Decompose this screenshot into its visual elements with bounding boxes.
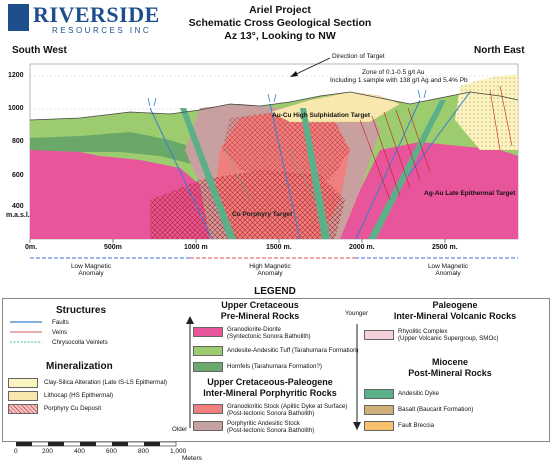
- zone-label-1: Zone of 0.1-0.5 g/t Au: [362, 69, 425, 76]
- paleogene-heading-2: Inter-Mineral Volcanic Rocks: [393, 311, 517, 321]
- legend-porphyritic-stock-1: Porphyritic Andesitic Stock: [227, 420, 300, 427]
- anomaly-3-line1: Low Magnetic: [427, 263, 469, 270]
- paleogene-heading-1: Paleogene: [432, 300, 478, 310]
- swatch-porphyritic-stock: [193, 421, 223, 431]
- anomaly-1-line2: Anomaly: [78, 270, 104, 277]
- swatch-granodioritic-stock: [193, 404, 223, 414]
- legend-porphyritic-stock-2: (Post-tectonic Sonora Batholith): [227, 427, 315, 434]
- legend-basalt: Basalt (Baucarit Formation): [398, 406, 474, 413]
- distance-label-0: 0m.: [25, 244, 38, 251]
- title-line-3: Az 13°, Looking to NW: [224, 30, 336, 42]
- anomaly-3-line2: Anomaly: [435, 270, 461, 277]
- clay-silica-dots: [455, 74, 518, 150]
- swatch-rhyolitic: [364, 330, 394, 340]
- legend-fault-breccia: Fault Breccia: [398, 422, 435, 429]
- cross-section: [29, 57, 519, 259]
- legend-rhyolitic-1: Rhyolitic Complex: [398, 328, 448, 335]
- swatch-basalt: [364, 405, 394, 415]
- legend-granodiorite-1: Granodiorite-Diorite: [227, 326, 281, 333]
- legend-veins: Veins: [52, 329, 68, 336]
- title-line-1: Ariel Project: [249, 4, 311, 16]
- legend-clay-silica: Clay-Silica Alteration (Late IS-LS Epith…: [44, 379, 168, 386]
- legend-andesitic-dyke: Andesitic Dyke: [398, 390, 439, 397]
- elevation-label-400: 400: [12, 203, 24, 210]
- ag-au-target-label: Ag-Au Late Epithermal Target: [424, 190, 516, 197]
- swatch-porphyry-cu: [8, 404, 38, 414]
- elevation-label-1000: 1000: [8, 105, 24, 112]
- legend-title: LEGEND: [254, 286, 296, 297]
- scale-bar: [16, 442, 177, 447]
- swatch-andesitic-dyke: [364, 389, 394, 399]
- topography-line: [29, 91, 519, 121]
- scale-label-600: 600: [106, 448, 117, 455]
- scale-label-0: 0: [14, 448, 18, 455]
- cu-porphyry-target-label: Cu Porphyry Target: [232, 211, 293, 218]
- elevation-label-800: 800: [12, 138, 24, 145]
- anomaly-2-line1: High Magnetic: [249, 263, 291, 270]
- distance-label-1500: 1500 m.: [266, 244, 292, 251]
- swatch-lithocap: [8, 391, 38, 401]
- scale-label-400: 400: [74, 448, 85, 455]
- elevation-unit: m.a.s.l.: [6, 212, 30, 219]
- age-arrow-right: [353, 324, 361, 430]
- structures-swatches: [10, 321, 42, 343]
- au-cu-target-label: Au-Cu High Sulphidation Target: [272, 112, 371, 119]
- distance-label-500: 500m: [104, 244, 122, 251]
- legend-porphyry-cu: Porphyry Cu Deposit: [44, 405, 102, 412]
- elevation-label-1200: 1200: [8, 72, 24, 79]
- upper-cretaceous-heading-1: Upper Cretaceous: [221, 300, 299, 310]
- legend-faults: Faults: [52, 319, 69, 326]
- legend-rhyolitic-2: (Upper Volcanic Supergroup, SMOc): [398, 335, 499, 342]
- swatch-clay-silica: [8, 378, 38, 388]
- swatch-granodiorite: [193, 327, 223, 337]
- structures-heading: Structures: [56, 305, 107, 316]
- title-line-2: Schematic Cross Geological Section: [188, 17, 372, 29]
- porphyry-cu-hatch-upper: [222, 110, 350, 180]
- age-older-label: Older: [172, 426, 188, 433]
- andesitic-dyke-left: [180, 108, 236, 239]
- direction-of-target-label: Direction of Target: [332, 53, 385, 60]
- legend-chrysocolla: Chrysocolla Veinlets: [52, 339, 108, 346]
- upper-cretaceous-heading-2: Pre-Mineral Rocks: [220, 311, 300, 321]
- hornfels-band: [30, 132, 220, 166]
- swatch-fault-breccia: [364, 421, 394, 431]
- direction-arrow: [291, 57, 331, 77]
- swatch-hornfels: [193, 362, 223, 372]
- age-arrow: [186, 316, 194, 428]
- zone-label-2: Including 1 sample with 138 g/t Ag and 5…: [330, 77, 468, 84]
- scale-label-1000: 1,000: [170, 448, 187, 455]
- scale-label-800: 800: [138, 448, 149, 455]
- scale-unit: Meters: [182, 455, 202, 462]
- swatch-andesite: [193, 346, 223, 356]
- logo-subtitle: RESOURCES INC: [52, 26, 152, 35]
- anomaly-1-line1: Low Magnetic: [70, 263, 112, 270]
- scale-label-200: 200: [42, 448, 53, 455]
- age-younger-label: Younger: [345, 310, 368, 317]
- distance-label-2500: 2500 m.: [432, 244, 458, 251]
- elevation-label-600: 600: [12, 172, 24, 179]
- andesitic-dyke-right: [368, 100, 446, 239]
- distance-label-1000: 1000 m: [184, 244, 208, 251]
- ucp-heading-2: Inter-Mineral Porphyritic Rocks: [203, 388, 337, 398]
- legend-granodioritic-stock-2: (Post-tectonic Sonora Batholith): [227, 410, 315, 417]
- ucp-heading-1: Upper Cretaceous-Paleogene: [207, 377, 333, 387]
- direction-south-west: South West: [12, 45, 67, 56]
- logo-name: RIVERSIDE: [33, 2, 160, 27]
- legend-hornfels: Hornfels (Tarahumara Formation?): [227, 363, 322, 370]
- andesitic-dyke-middle: [300, 108, 330, 239]
- miocene-heading-1: Miocene: [431, 357, 468, 367]
- miocene-heading-2: Post-Mineral Rocks: [408, 368, 492, 378]
- direction-north-east: North East: [474, 45, 525, 56]
- distance-label-2000: 2000 m.: [349, 244, 375, 251]
- logo-mark: [8, 4, 29, 31]
- legend-granodioritic-stock-1: Granodioritic Stock (Aplitic Dyke at Sur…: [227, 403, 348, 410]
- legend-andesite: Andesite-Andesitic Tuff (Tarahumara Form…: [227, 347, 359, 354]
- mineralization-heading: Mineralization: [46, 361, 113, 372]
- legend-lithocap: Lithocap (HS Epithermal): [44, 392, 114, 399]
- legend-granodiorite-2: (Syntectonic Sonora Batholith): [227, 333, 311, 340]
- anomaly-2-line2: Anomaly: [257, 270, 283, 277]
